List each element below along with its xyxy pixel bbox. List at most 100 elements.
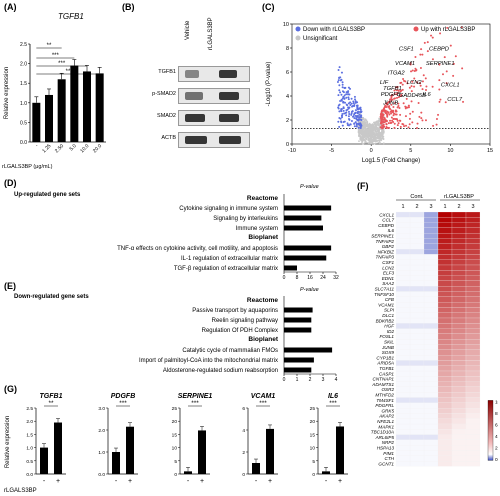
x-tick-label: + — [200, 478, 204, 485]
point-ns — [365, 137, 368, 140]
heat-cell — [423, 455, 439, 462]
point-up — [394, 110, 397, 113]
point-ns — [361, 140, 364, 143]
gene-label: TGFB1 — [379, 366, 394, 371]
heat-cell — [395, 418, 411, 425]
bar — [40, 447, 48, 474]
point-down — [354, 121, 357, 124]
heat-cell — [409, 307, 425, 313]
point-up — [380, 116, 383, 119]
point-down — [355, 122, 358, 125]
heat-cell — [465, 381, 481, 388]
y-tick-label: 3.0 — [98, 406, 105, 412]
heat-cell — [465, 429, 481, 435]
gene-label: ID2 — [387, 329, 395, 334]
heat-cell — [395, 392, 411, 398]
heat-cell — [437, 286, 453, 292]
bar — [284, 205, 332, 211]
heat-cell — [437, 408, 453, 414]
heat-cell — [451, 413, 467, 419]
heat-cell — [437, 323, 453, 329]
heat-cell — [395, 376, 411, 382]
point-down — [342, 95, 345, 98]
gene-label: GADD45B — [399, 93, 426, 99]
point-up — [395, 93, 398, 96]
point-up — [419, 82, 422, 85]
rep-label: 2 — [415, 204, 418, 210]
heat-cell — [465, 344, 481, 350]
point-ns — [364, 121, 367, 124]
term-label: Reelin signaling pathway — [212, 318, 278, 324]
heat-cell — [423, 259, 439, 266]
point-down — [348, 112, 351, 115]
point-up — [435, 123, 438, 126]
point-down — [339, 91, 342, 94]
heat-cell — [423, 317, 439, 324]
term-label: Signaling by interleukins — [213, 216, 278, 222]
gene-label: CASP1 — [379, 371, 395, 376]
y-tick-label: 25 — [310, 406, 316, 412]
point-up — [388, 113, 391, 116]
point-down — [343, 94, 346, 97]
heat-cell — [423, 365, 439, 372]
y-tick-label: 2.0 — [98, 428, 105, 434]
x-tick-label: - — [34, 143, 40, 149]
heat-cell — [451, 227, 467, 234]
panel-c-label: (C) — [262, 2, 275, 12]
point-down — [351, 115, 354, 118]
point-ns — [378, 127, 381, 130]
sig-label: ** — [66, 69, 71, 75]
y-tick-label: 0.0 — [20, 140, 27, 146]
point-down — [353, 117, 356, 120]
point-down — [347, 90, 350, 93]
heat-cell — [465, 217, 481, 223]
rep-label: 1 — [401, 204, 404, 210]
point-up — [445, 82, 448, 85]
point-up — [446, 26, 449, 29]
y-tick-label: 2.5 — [26, 406, 33, 412]
heat-cell — [395, 365, 411, 372]
point-down — [349, 104, 352, 107]
heat-cell — [465, 312, 481, 319]
heat-cell — [395, 445, 411, 451]
point-down — [341, 124, 344, 127]
heat-cell — [465, 301, 481, 308]
point-down — [337, 106, 340, 109]
heat-cell — [465, 434, 481, 441]
gene-label: DLC1 — [382, 313, 394, 318]
point-ns — [367, 133, 370, 136]
point-up — [390, 96, 393, 99]
heat-cell — [465, 227, 481, 234]
heat-cell — [451, 418, 467, 425]
point-up — [431, 85, 434, 88]
point-up — [409, 63, 412, 66]
panel-c-volcano: -10 -5 0 5 10 15 0 2 4 6 8 10 Log1.5 (Fold Change) -L… — [266, 22, 493, 164]
wb-band — [185, 70, 199, 78]
point-ns — [367, 142, 370, 144]
gene-label: ELF3 — [383, 271, 394, 276]
heat-cell — [437, 270, 453, 276]
term-label: Aldosterone-regulated sodium reabsorptio… — [163, 368, 278, 374]
gene-label: GRK5 — [381, 408, 394, 413]
point-up — [390, 109, 393, 112]
point-ns — [371, 136, 373, 139]
heat-cell — [395, 344, 411, 350]
heat-cell — [409, 254, 425, 260]
rep-label: 1 — [443, 204, 446, 210]
point-down — [352, 102, 355, 105]
bar — [95, 73, 104, 142]
heat-cell — [395, 217, 411, 223]
y-tick-label: 1.0 — [20, 101, 27, 107]
point-up — [444, 101, 447, 104]
wb-row — [178, 66, 250, 82]
heat-cell — [395, 286, 411, 292]
point-down — [341, 116, 344, 119]
colorbar-tick: 4 — [495, 434, 498, 440]
heat-cell — [409, 275, 425, 281]
point-up — [390, 116, 393, 119]
heat-cell — [409, 291, 425, 297]
x-tick-label: - — [255, 478, 258, 485]
heat-cell — [437, 312, 453, 319]
heat-cell — [451, 270, 467, 276]
heat-cell — [465, 349, 481, 356]
